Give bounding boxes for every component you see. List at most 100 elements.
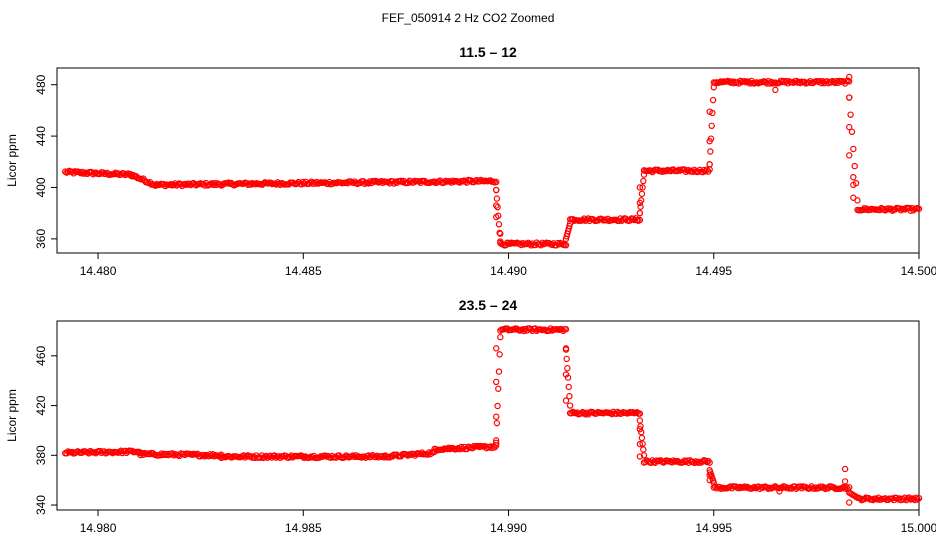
x-tick-label: 14.980 [80, 521, 117, 535]
y-tick-label: 380 [34, 445, 48, 465]
data-point [494, 203, 501, 211]
data-point [639, 440, 646, 447]
data-point [637, 423, 644, 430]
x-tick-label: 14.985 [285, 521, 322, 535]
data-point [496, 351, 503, 358]
data-point [658, 168, 666, 175]
data-point [847, 111, 854, 118]
data-point [915, 495, 923, 502]
data-point [493, 186, 500, 194]
data-point [703, 458, 711, 466]
data-point [636, 425, 644, 433]
data-point [565, 383, 572, 391]
data-point [554, 239, 561, 247]
data-point [449, 177, 456, 184]
data-point [527, 326, 535, 333]
data-point [915, 205, 923, 213]
data-point [562, 326, 570, 333]
data-point [129, 173, 136, 180]
data-point [638, 434, 646, 442]
data-point [216, 181, 224, 188]
data-point [495, 221, 503, 228]
data-point [850, 145, 857, 153]
data-point [767, 78, 775, 86]
y-tick-label: 420 [34, 395, 48, 415]
data-point [636, 209, 644, 217]
data-point [299, 453, 306, 460]
data-point [267, 452, 274, 459]
data-point [361, 180, 368, 188]
data-point [493, 213, 500, 221]
data-point [439, 446, 447, 453]
data-point [705, 457, 712, 465]
data-point [493, 195, 501, 202]
x-tick-label: 14.500 [901, 264, 936, 278]
data-point [706, 161, 713, 168]
data-point [494, 402, 501, 410]
data-point [636, 453, 644, 460]
data-point [708, 122, 715, 130]
chart-panel-1: 11.5 – 12 Licor ppm 14.480 14.485 14.490 14.4… [5, 44, 936, 278]
data-point [80, 170, 87, 177]
data-point [846, 123, 853, 131]
data-point [914, 496, 921, 503]
y-tick-label: 440 [34, 126, 48, 146]
data-point [152, 182, 159, 189]
chart-title: 11.5 – 12 [459, 44, 517, 60]
x-tick-label: 15.000 [901, 521, 936, 535]
data-point [846, 73, 853, 81]
data-point [495, 385, 502, 392]
data-point [267, 179, 274, 186]
y-axis-label: Licor ppm [5, 389, 19, 442]
data-point [629, 215, 637, 222]
data-point [846, 78, 853, 85]
data-point [497, 333, 504, 341]
data-point [850, 173, 857, 181]
data-point [706, 459, 713, 466]
data-point [716, 483, 723, 491]
chart-title: 23.5 – 24 [459, 297, 518, 313]
data-point [848, 128, 856, 136]
data-point [706, 138, 713, 145]
data-point [445, 444, 452, 452]
data-point [495, 368, 503, 375]
y-tick-label: 460 [34, 345, 48, 365]
data-point [619, 216, 627, 223]
data-point [846, 499, 853, 506]
data-point [386, 454, 393, 461]
data-points [62, 325, 923, 506]
y-tick-label: 360 [34, 229, 48, 249]
data-point [562, 371, 570, 378]
data-point [247, 181, 255, 188]
data-point [640, 452, 648, 459]
data-point [636, 410, 644, 417]
data-point [294, 180, 301, 187]
data-point [640, 446, 647, 453]
data-point [329, 180, 336, 188]
y-tick-label: 400 [34, 177, 48, 197]
data-point [841, 485, 849, 492]
plot-frame [56, 320, 920, 511]
data-point [711, 483, 719, 490]
data-point [548, 327, 556, 334]
data-point [385, 178, 392, 186]
data-point [636, 417, 644, 424]
data-point [201, 453, 208, 460]
data-point [562, 345, 570, 352]
data-point [493, 419, 501, 427]
data-point [493, 345, 500, 352]
data-point [846, 94, 853, 101]
data-point [493, 437, 500, 444]
data-point [737, 77, 744, 85]
chart-panels: 11.5 – 12 Licor ppm 14.480 14.485 14.490 14.4… [5, 44, 936, 535]
data-point [639, 184, 646, 191]
x-tick-label: 14.995 [695, 521, 732, 535]
y-tick-label: 340 [34, 495, 48, 515]
data-point [493, 202, 500, 209]
figure-title: FEF_050914 2 Hz CO2 Zoomed [382, 11, 555, 25]
data-point [850, 194, 857, 201]
x-tick-label: 14.495 [695, 264, 732, 278]
x-tick-label: 14.480 [80, 264, 117, 278]
data-point [741, 78, 748, 85]
